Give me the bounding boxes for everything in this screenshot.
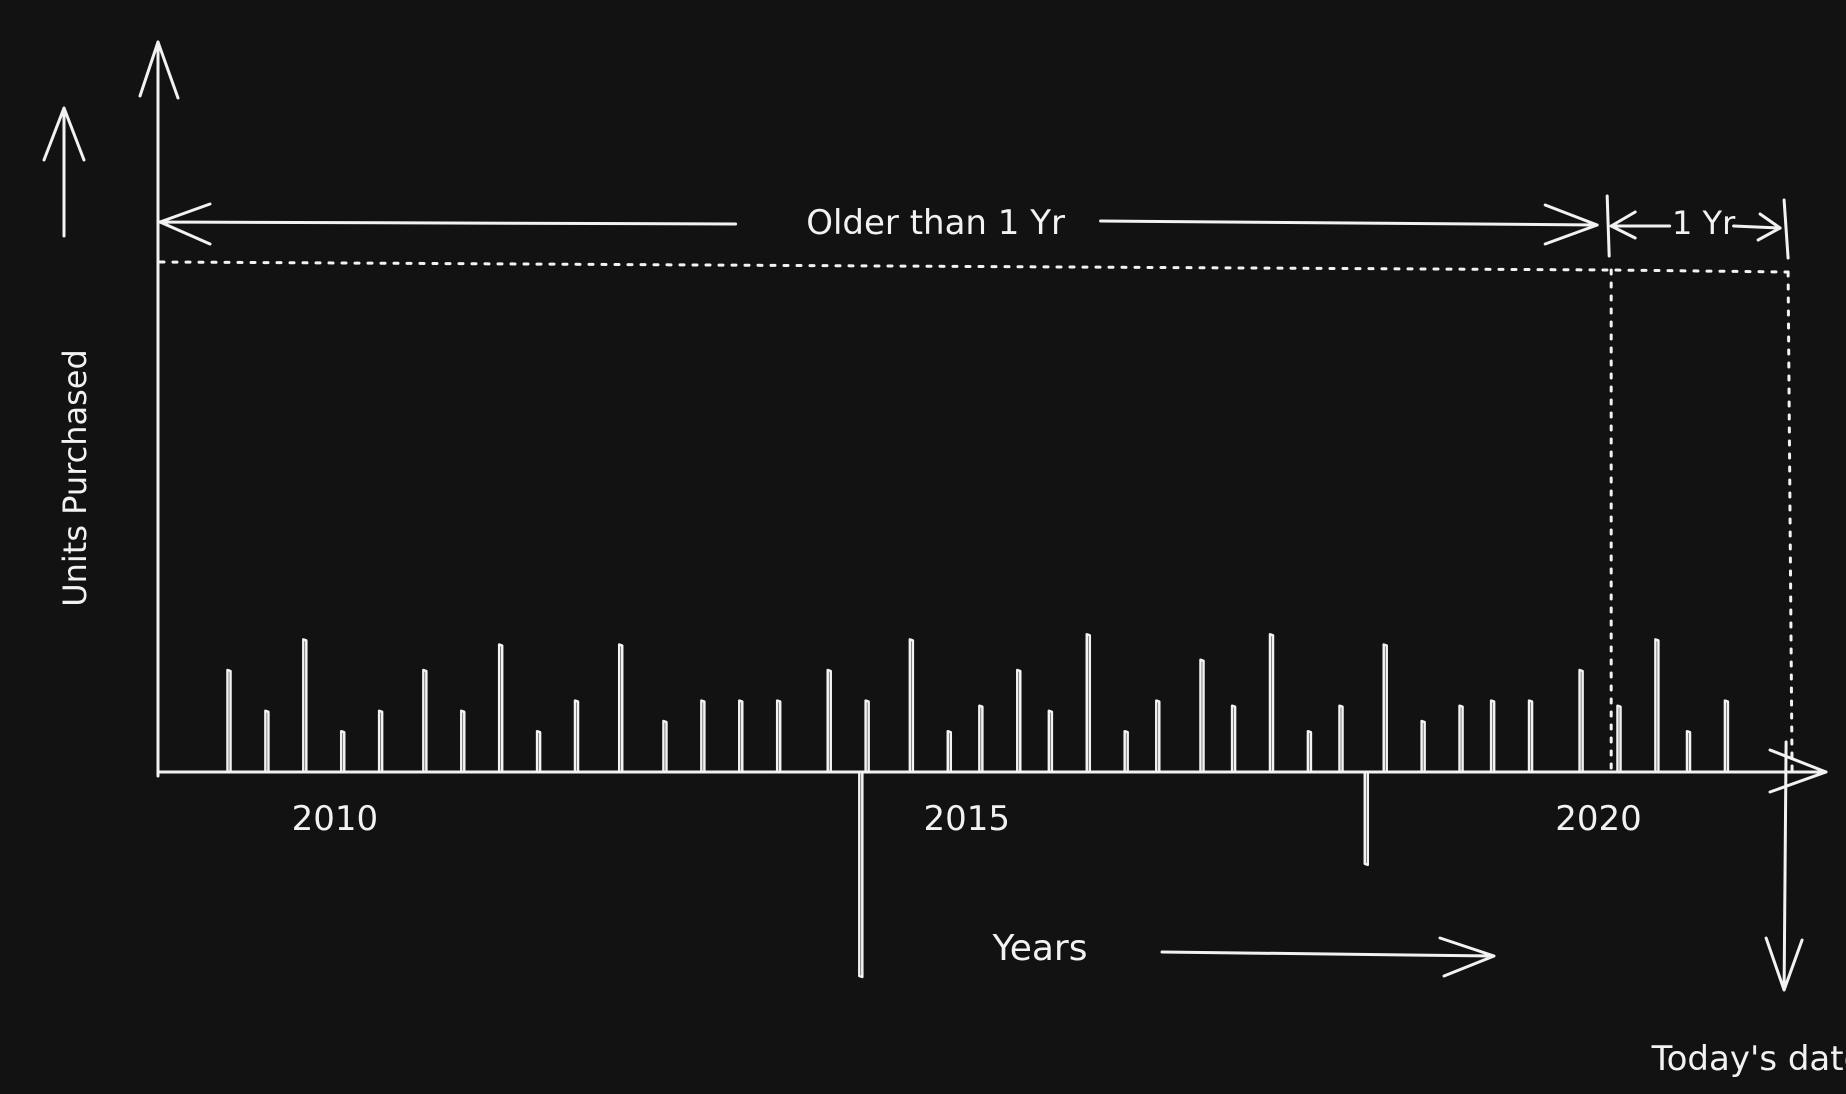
bar [1685, 729, 1692, 774]
bar [226, 668, 232, 774]
y-axis-label: Units Purchased [56, 349, 94, 607]
today-date-label: Today's date [1651, 1039, 1846, 1079]
bar [1458, 704, 1464, 774]
older-than-one-year-label: Older than 1 Yr [806, 203, 1065, 243]
today-annotation: Today's date [1651, 740, 1846, 1079]
bar [978, 704, 984, 774]
bar [1527, 699, 1534, 774]
bar [1047, 709, 1054, 774]
bar [1654, 638, 1660, 774]
bar [302, 638, 308, 774]
bars [226, 633, 1730, 979]
bar [617, 643, 624, 774]
x-axis-label: Years [992, 928, 1088, 969]
bar [1306, 729, 1313, 774]
bar [775, 699, 782, 774]
today-arrow [1764, 740, 1804, 992]
one-year-span-bracket [1605, 194, 1790, 260]
bar [700, 699, 706, 774]
bar [1268, 633, 1275, 774]
today-dotted-line [1786, 270, 1794, 774]
bar [946, 729, 953, 774]
x-axis-label-arrow [1160, 936, 1496, 978]
x-tick-label: 2010 [292, 799, 379, 839]
bar [826, 668, 832, 774]
bar [1382, 643, 1388, 774]
bar [1199, 658, 1205, 774]
bar [1420, 719, 1426, 774]
x-axis-label-group: Years [992, 928, 1496, 978]
bar [1016, 668, 1022, 774]
bar [738, 699, 744, 774]
bar [864, 699, 870, 774]
x-tick-label: 2020 [1555, 799, 1642, 839]
older-than-one-year-annotation: Older than 1 Yr [158, 202, 1599, 246]
one-year-annotation: 1 Yr [1605, 194, 1790, 260]
x-axis [156, 748, 1828, 794]
bar [264, 709, 270, 774]
y-axis-label-arrow [42, 106, 86, 238]
bar [460, 709, 466, 774]
bar [908, 638, 915, 774]
bar [1155, 699, 1161, 774]
bar [1123, 729, 1129, 774]
bar [497, 643, 504, 774]
one-year-label: 1 Yr [1672, 204, 1736, 242]
bar [1616, 704, 1622, 774]
bar [1338, 704, 1344, 774]
bar [858, 770, 864, 979]
bar [1230, 704, 1237, 774]
older-span-arrow-right [1099, 203, 1599, 246]
bar [1085, 633, 1092, 774]
x-tick-label: 2015 [923, 799, 1010, 839]
y-axis [138, 40, 180, 778]
bar [1489, 699, 1496, 774]
bar [422, 668, 428, 774]
bar [1363, 770, 1370, 867]
bar [662, 719, 668, 774]
bar [1578, 668, 1584, 774]
bar [573, 699, 580, 774]
bar [1723, 699, 1730, 774]
bar [339, 729, 346, 774]
threshold-dotted-line [158, 260, 1790, 274]
bar [535, 729, 542, 774]
y-axis-label-group: Units Purchased [42, 106, 94, 607]
older-span-arrow-left [158, 202, 738, 246]
bar [377, 709, 384, 774]
x-tick-labels: 2010 2015 2020 [292, 799, 1642, 839]
threshold-guides [158, 260, 1794, 774]
